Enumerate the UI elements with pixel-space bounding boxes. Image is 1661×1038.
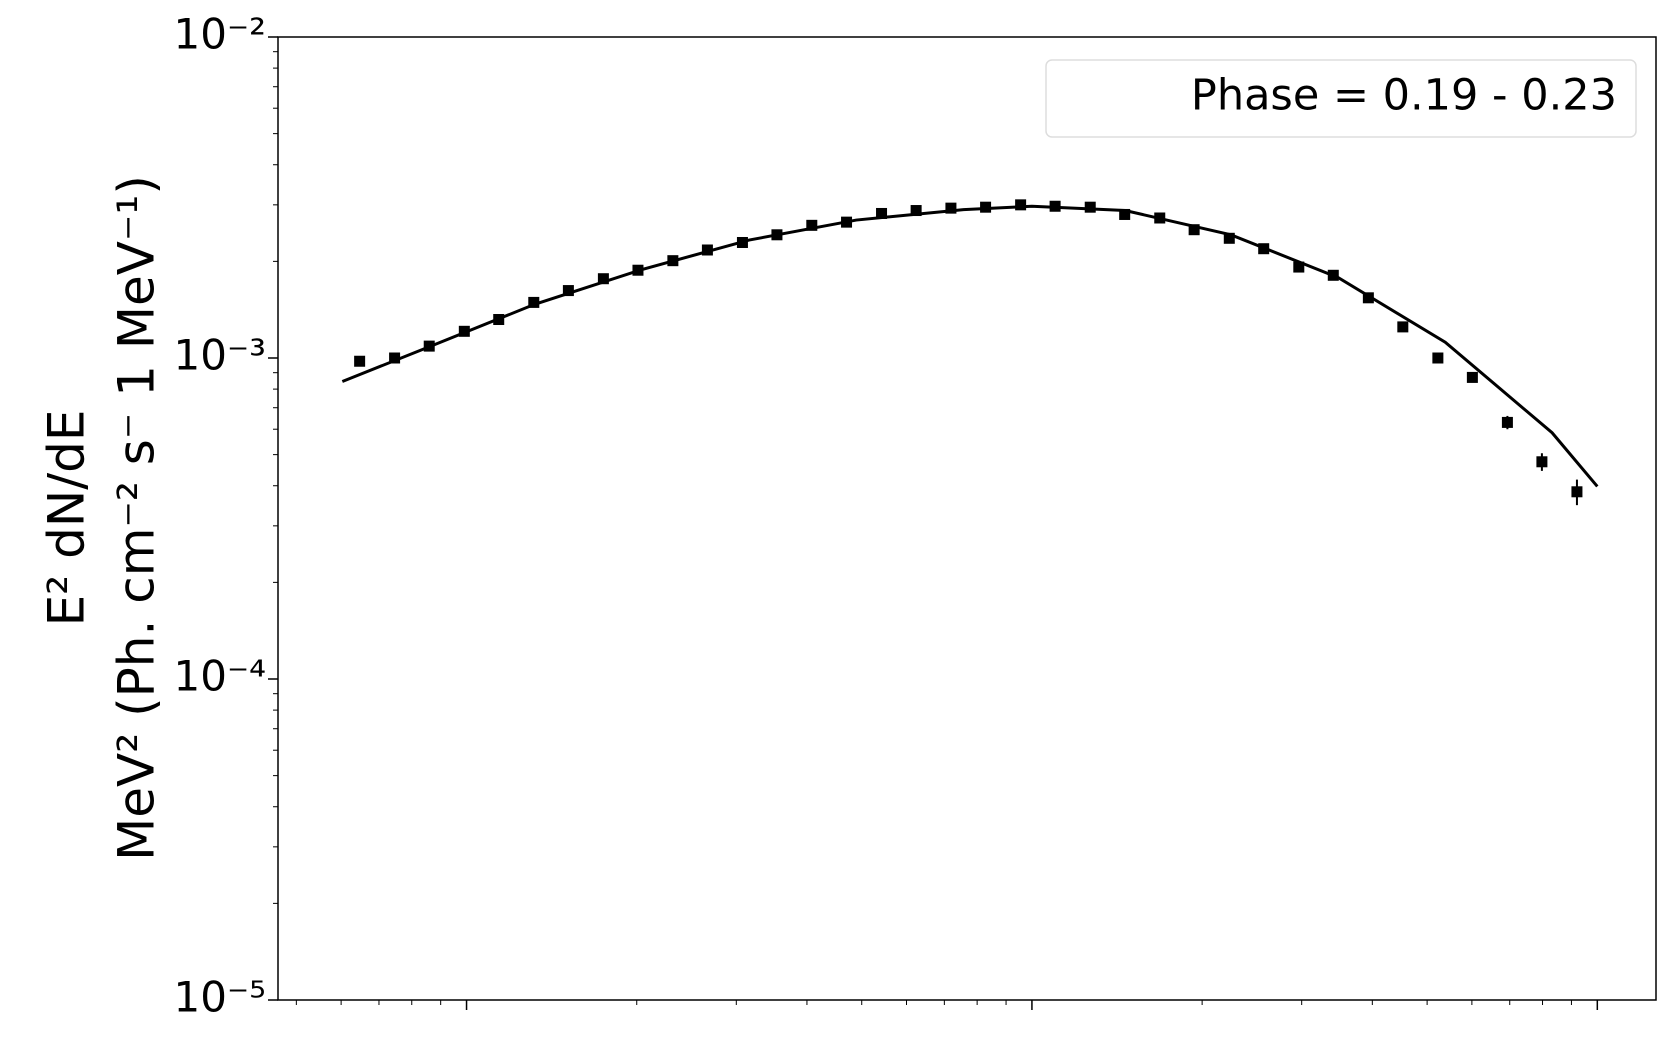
- y-tick-label: 10⁻²: [174, 10, 266, 59]
- data-point: [1362, 292, 1374, 304]
- data-point: [1571, 486, 1583, 498]
- data-point: [1049, 200, 1061, 212]
- data-point: [458, 325, 470, 337]
- plot-frame: [277, 36, 1657, 1001]
- data-point: [562, 285, 574, 297]
- data-point: [980, 201, 992, 213]
- data-point: [667, 255, 679, 267]
- data-point: [1119, 208, 1131, 220]
- data-point: [1293, 261, 1305, 273]
- y-tick-label: 10⁻⁵: [174, 973, 266, 1022]
- data-point: [736, 236, 748, 248]
- data-point: [806, 219, 818, 231]
- data-point: [1258, 243, 1270, 255]
- model-line: [341, 204, 1599, 488]
- data-point: [1084, 201, 1096, 213]
- data-point: [1015, 199, 1027, 211]
- data-point: [493, 314, 505, 326]
- data-point: [597, 273, 609, 285]
- data-point: [701, 244, 713, 256]
- legend-box: [1045, 59, 1637, 138]
- data-point: [389, 352, 401, 364]
- data-point: [1466, 371, 1478, 383]
- data-point: [1501, 416, 1513, 428]
- data-point: [354, 355, 366, 367]
- data-point: [632, 264, 644, 276]
- data-point: [1188, 224, 1200, 236]
- data-point: [876, 207, 888, 219]
- data-point: [771, 229, 783, 241]
- y-tick-label: 10⁻⁴: [174, 652, 266, 701]
- data-point: [1154, 212, 1166, 224]
- data-point: [423, 340, 435, 352]
- data-point: [1536, 456, 1548, 468]
- y-axis-label: E² dN/dE: [38, 410, 96, 627]
- data-point: [1397, 321, 1409, 333]
- data-point: [841, 216, 853, 228]
- y-tick-label: 10⁻³: [174, 331, 266, 380]
- legend-text: Phase = 0.19 - 0.23: [1191, 71, 1617, 121]
- data-point: [528, 296, 540, 308]
- data-point: [945, 202, 957, 214]
- data-point: [1432, 352, 1444, 364]
- data-point: [1223, 232, 1235, 244]
- data-point: [1327, 269, 1339, 281]
- y-axis-label: MeV² (Ph. cm⁻² s⁻ 1 MeV⁻¹): [108, 175, 166, 861]
- data-point: [910, 205, 922, 217]
